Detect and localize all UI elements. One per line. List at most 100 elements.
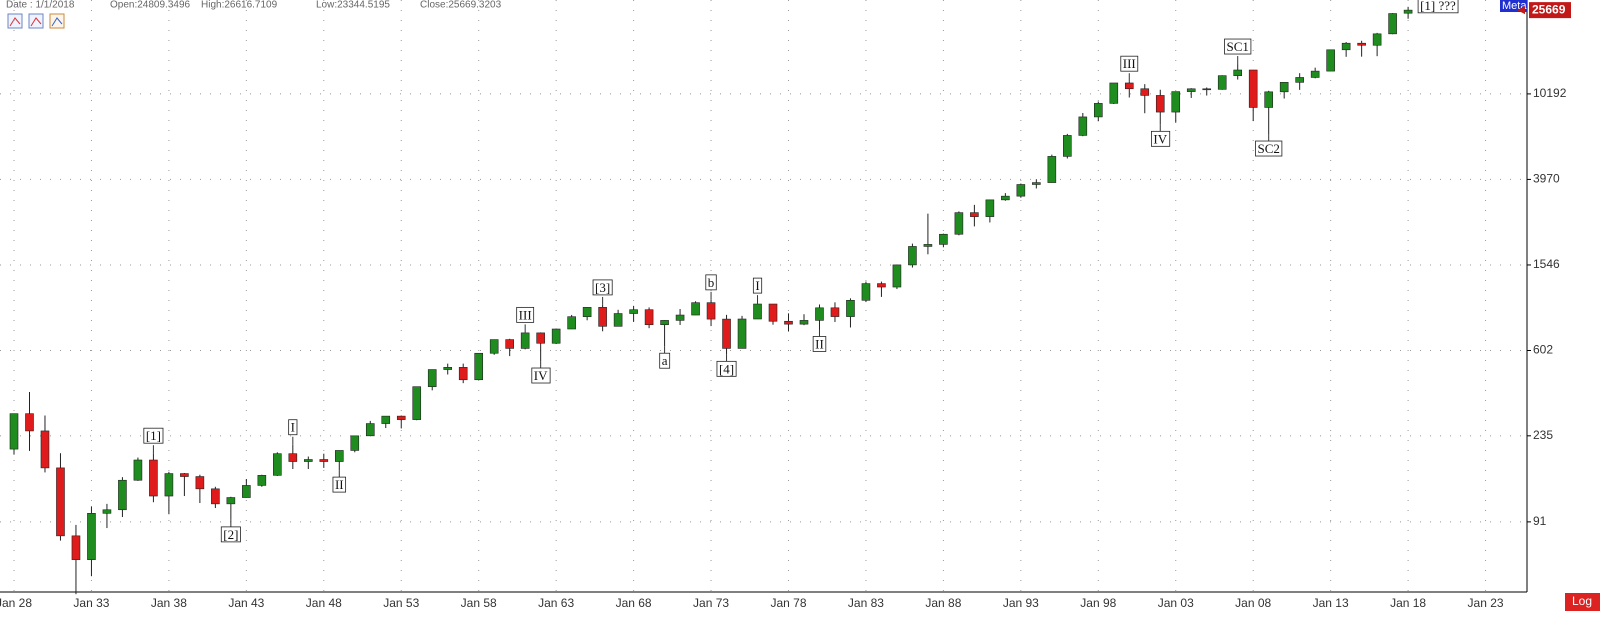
candle-body [9,413,19,450]
candle [257,474,267,487]
label-text: II [335,477,344,492]
label-box [752,277,763,294]
candle-body [877,283,886,288]
label-text: III [519,307,532,322]
label-box [220,526,241,543]
icon[interactable] [49,13,65,29]
candle-body [1171,91,1181,113]
tag-text: Meta [1502,0,1527,12]
log-button-box[interactable] [1565,593,1600,611]
candle [1202,87,1212,96]
candle-body [954,212,964,235]
candle [412,386,422,421]
candle [861,281,871,303]
label-box [1224,38,1252,55]
header-open: Open:24809.3496 [110,0,191,11]
label-text: [2] [223,527,238,542]
last-price-text: 25669 [1532,2,1566,16]
candle [443,363,453,375]
candle [939,233,948,248]
candle [365,420,375,437]
candle-body [675,314,685,321]
candle-body [1032,182,1041,185]
candle-body [1047,156,1057,183]
candle [288,444,298,470]
candle-body [1109,82,1119,104]
y-tick-label: 235 [1533,428,1553,442]
wave-label: II [332,470,347,493]
candle [273,452,282,476]
candle [1186,88,1196,98]
wave-label: IV [531,361,551,384]
label-box [288,419,298,436]
candle-body [536,332,545,344]
candle [381,415,391,429]
label-text: III [1123,56,1136,71]
candle [25,391,34,451]
candle [598,304,607,332]
label-text: a [662,353,668,368]
candle-body [1295,77,1304,83]
candle-body [1341,42,1351,51]
candle-body [892,264,902,288]
candle-body [1264,91,1273,108]
log-button-text[interactable]: Log [1572,594,1592,608]
candle [706,299,716,327]
icon[interactable] [28,13,44,29]
candle [226,496,236,520]
candle-body [443,367,453,370]
candle [350,435,360,453]
label-box [716,360,737,377]
candle [1295,73,1304,90]
candle-body [350,435,360,451]
candle-body [1248,69,1258,108]
candle [970,204,979,227]
candle-body [613,313,623,327]
candle-body [1372,33,1382,46]
candle [954,211,964,236]
candle [56,453,65,541]
candle [1403,6,1413,19]
wave-label: [4] [716,354,737,377]
x-tick-label: Jan 48 [306,596,342,610]
y-tick-label: 10192 [1533,86,1567,100]
candle [815,304,824,330]
icon[interactable] [7,13,23,29]
candle [396,415,406,429]
candle [1217,75,1227,90]
candle [1094,101,1103,122]
x-tick-label: Jan 28 [0,596,32,610]
candle-body [56,467,65,537]
candle [1140,84,1150,114]
log-button[interactable]: Log [1565,593,1600,611]
label-box [332,476,347,493]
candle [1341,42,1351,57]
label-text: [4] [719,361,734,376]
candle-body [412,386,422,420]
x-tick-label: Jan 18 [1390,596,1426,610]
candle-body [1217,75,1227,90]
wave-label: I [288,419,298,445]
candle-body [923,244,933,247]
candle-body [768,303,778,322]
candle-body [40,430,50,469]
wave-label: [1] ??? [1417,0,1459,14]
y-tick-label: 3970 [1533,172,1560,186]
wave-label: SC1 [1224,38,1252,65]
candle [1016,183,1026,198]
candle-body [970,212,979,217]
y-tick-label: 91 [1533,514,1547,528]
candle-body [861,283,871,301]
wave-label: [3] [592,279,613,305]
candle-body [1202,88,1212,91]
candle-body [1233,69,1243,76]
header-low: Low:23344.5195 [316,0,390,11]
wave-label: III [516,306,535,333]
toolbar-icons[interactable] [7,13,65,29]
candle [737,315,747,349]
wave-label: [2] [220,519,241,543]
candle [629,305,638,322]
candle [304,456,313,470]
candle [1001,193,1010,201]
candle [722,314,731,355]
